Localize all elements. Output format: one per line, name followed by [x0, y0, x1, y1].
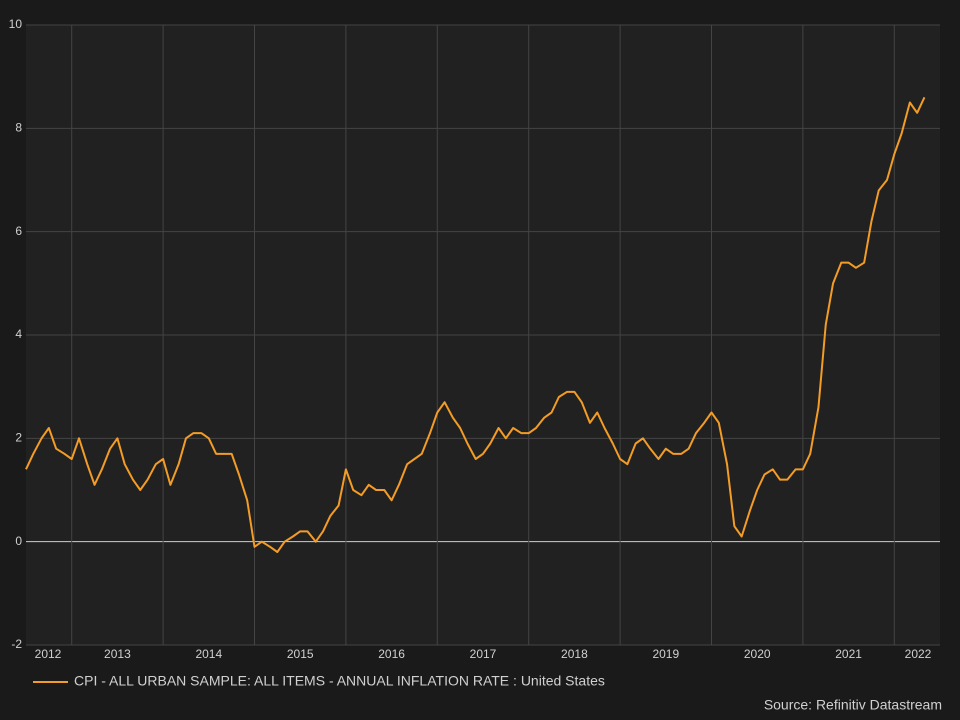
- x-tick-label: 2015: [287, 647, 314, 661]
- x-tick-label: 2020: [744, 647, 771, 661]
- y-tick-label: 4: [15, 327, 22, 341]
- x-tick-label: 2022: [905, 647, 932, 661]
- data-line: [25, 96, 926, 553]
- y-tick-label: 10: [9, 17, 23, 31]
- source-note: Source: Refinitiv Datastream: [764, 697, 942, 713]
- y-tick-label: 2: [15, 431, 22, 445]
- x-tick-label: 2012: [35, 647, 62, 661]
- y-tick-label: 0: [15, 534, 22, 548]
- legend: CPI - ALL URBAN SAMPLE: ALL ITEMS - ANNU…: [33, 673, 605, 689]
- x-tick-label: 2013: [104, 647, 131, 661]
- legend-label: CPI - ALL URBAN SAMPLE: ALL ITEMS - ANNU…: [74, 673, 605, 689]
- y-tick-label: -2: [11, 637, 22, 651]
- x-tick-label: 2016: [378, 647, 405, 661]
- x-tick-label: 2014: [195, 647, 222, 661]
- x-tick-label: 2021: [835, 647, 862, 661]
- x-tick-label: 2019: [652, 647, 679, 661]
- x-tick-label: 2017: [470, 647, 497, 661]
- y-tick-label: 6: [15, 224, 22, 238]
- x-tick-label: 2018: [561, 647, 588, 661]
- y-tick-label: 8: [15, 121, 22, 135]
